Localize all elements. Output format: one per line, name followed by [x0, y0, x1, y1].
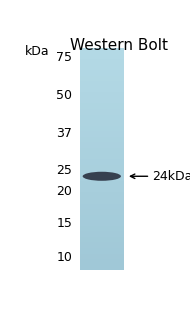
Bar: [80, 231, 124, 237]
Text: 10: 10: [56, 251, 72, 264]
Bar: [80, 48, 124, 53]
Bar: [80, 265, 124, 270]
Text: 15: 15: [56, 217, 72, 230]
Bar: [80, 198, 124, 204]
Bar: [80, 75, 124, 81]
Bar: [80, 125, 124, 131]
Bar: [80, 203, 124, 209]
Text: 75: 75: [56, 51, 72, 64]
Text: 20: 20: [56, 185, 72, 198]
Text: 37: 37: [56, 127, 72, 140]
Bar: [80, 81, 124, 87]
Bar: [80, 114, 124, 120]
Bar: [80, 209, 124, 215]
Bar: [80, 170, 124, 176]
Bar: [80, 92, 124, 98]
Bar: [80, 64, 124, 70]
Text: Western Bolt: Western Bolt: [70, 38, 168, 53]
Ellipse shape: [83, 172, 121, 181]
Bar: [80, 137, 124, 142]
Bar: [80, 59, 124, 65]
Bar: [80, 148, 124, 154]
Bar: [80, 159, 124, 165]
Bar: [80, 142, 124, 148]
Text: 25: 25: [56, 164, 72, 177]
Bar: [80, 187, 124, 193]
Bar: [80, 242, 124, 248]
Bar: [80, 131, 124, 137]
Bar: [80, 226, 124, 231]
Bar: [80, 120, 124, 126]
Bar: [80, 214, 124, 220]
Bar: [80, 70, 124, 76]
Bar: [80, 176, 124, 181]
Text: kDa: kDa: [25, 45, 50, 58]
Bar: [80, 253, 124, 259]
Bar: [80, 53, 124, 59]
Text: 50: 50: [56, 89, 72, 102]
Bar: [80, 248, 124, 254]
Bar: [80, 237, 124, 243]
Bar: [80, 192, 124, 198]
Bar: [80, 259, 124, 265]
Text: 24kDa: 24kDa: [152, 170, 190, 183]
Bar: [80, 220, 124, 226]
Bar: [80, 153, 124, 159]
Bar: [80, 103, 124, 109]
Bar: [80, 109, 124, 115]
Bar: [80, 98, 124, 104]
Bar: [80, 181, 124, 187]
Bar: [80, 87, 124, 92]
Bar: [80, 164, 124, 170]
